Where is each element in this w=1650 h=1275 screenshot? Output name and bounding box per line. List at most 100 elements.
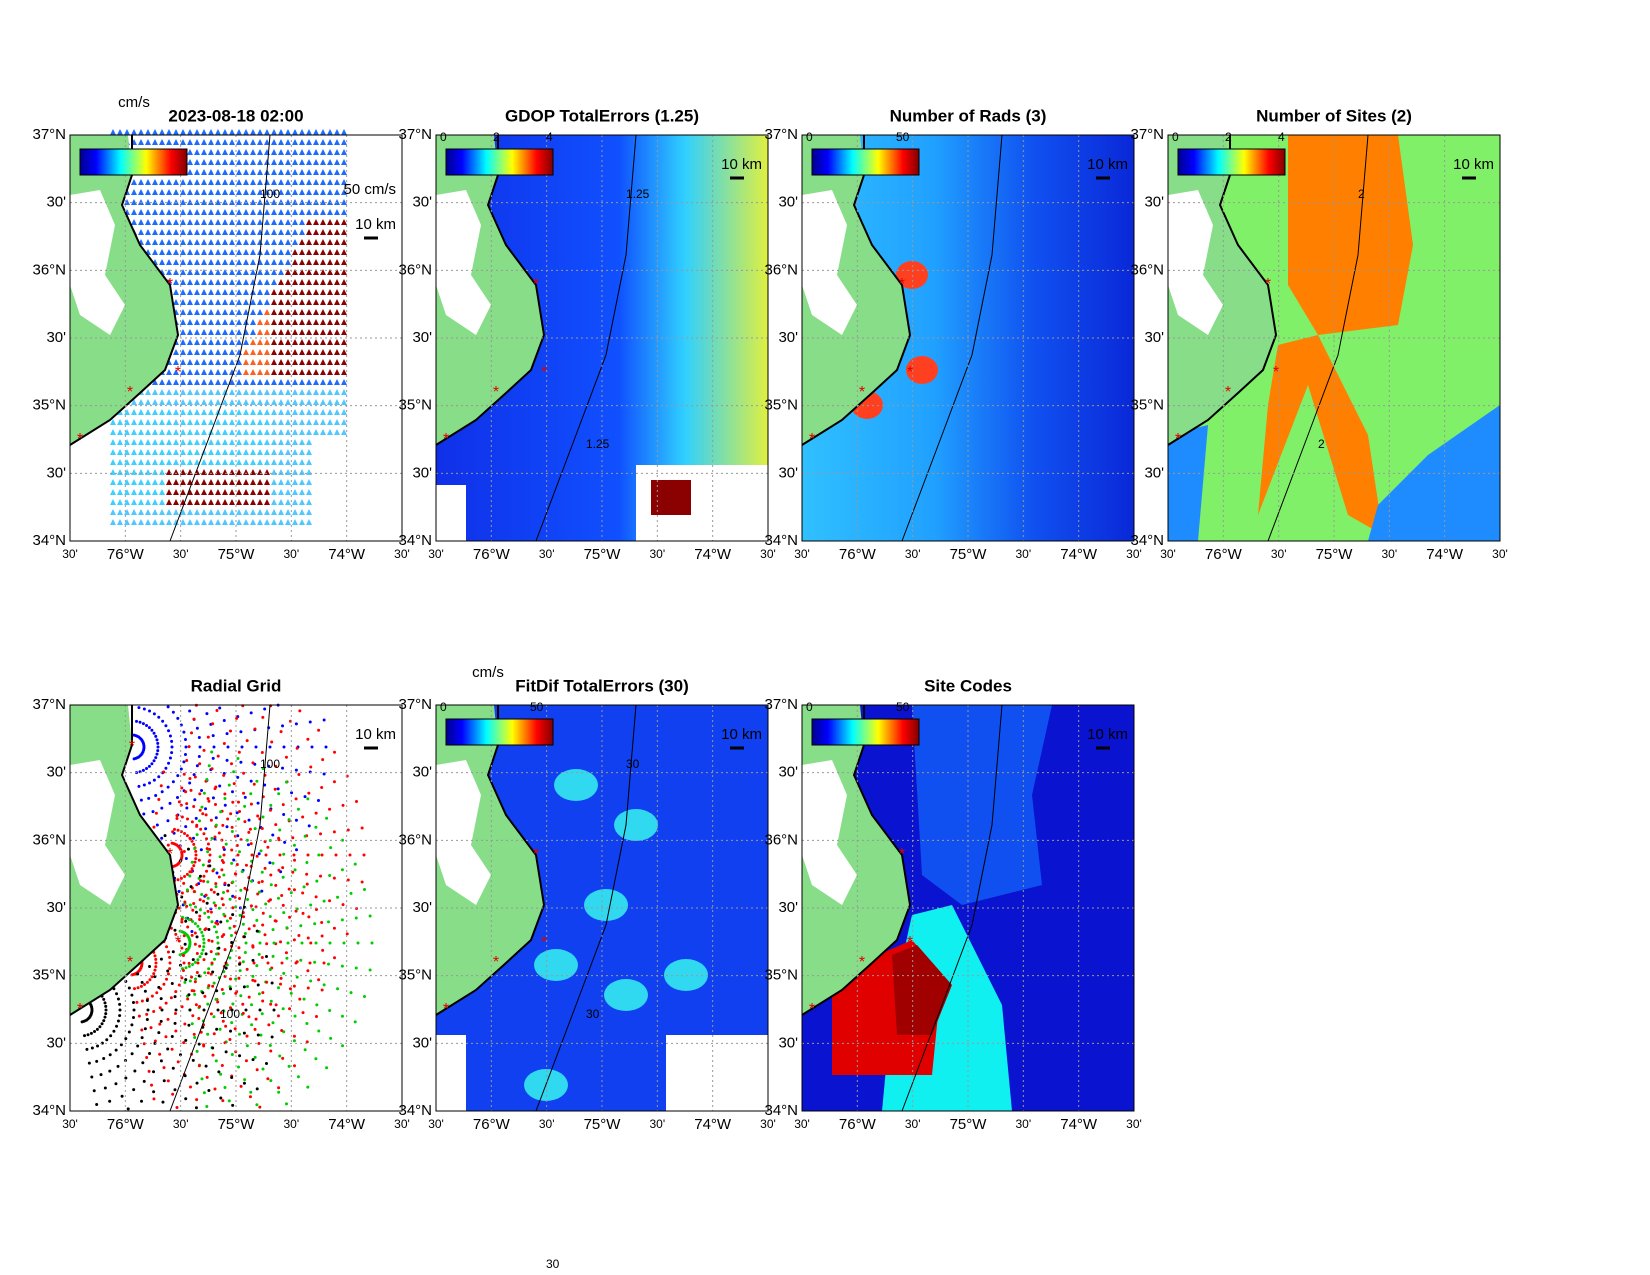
grid-dot — [287, 818, 291, 822]
vector-arrow — [306, 259, 312, 265]
site-marker: * — [1273, 364, 1279, 381]
vector-arrow — [187, 419, 193, 425]
lon-label: 30' — [539, 1117, 555, 1131]
vector-arrow — [264, 209, 270, 215]
grid-dot — [147, 1069, 151, 1073]
vector-arrow — [236, 399, 242, 405]
vector-arrow — [131, 479, 137, 485]
vector-arrow — [341, 329, 347, 335]
grid-dot — [211, 756, 215, 760]
vector-arrow — [278, 449, 284, 455]
grid-dot — [277, 1086, 281, 1090]
grid-dot — [132, 757, 136, 761]
vector-arrow — [250, 219, 256, 225]
vector-arrow — [222, 359, 228, 365]
vector-arrow — [110, 509, 116, 515]
vector-arrow — [229, 479, 235, 485]
grid-dot — [243, 950, 247, 954]
vector-arrow — [138, 209, 144, 215]
vector-arrow — [187, 379, 193, 385]
grid-dot — [183, 980, 187, 984]
vector-arrow — [201, 349, 207, 355]
grid-dot — [313, 960, 317, 964]
vector-arrow — [271, 179, 277, 185]
grid-dot — [360, 880, 364, 884]
vector-arrow — [250, 439, 256, 445]
sound — [436, 190, 491, 335]
grid-dot — [195, 1098, 199, 1102]
vector-arrow — [250, 269, 256, 275]
grid-dot — [148, 709, 152, 713]
vector-arrow — [215, 369, 221, 375]
vector-arrow — [166, 499, 172, 505]
vector-arrow — [215, 429, 221, 435]
grid-dot — [190, 1022, 194, 1026]
vector-arrow — [250, 209, 256, 215]
grid-dot — [177, 939, 181, 943]
grid-dot — [211, 734, 215, 738]
lat-label: 37°N — [32, 696, 66, 713]
vector-arrow — [208, 409, 214, 415]
grid-dot — [325, 816, 329, 820]
vector-arrow — [271, 369, 277, 375]
grid-dot — [244, 863, 248, 867]
grid-dot — [268, 745, 272, 749]
vector-arrow — [278, 229, 284, 235]
vector-arrow — [229, 129, 235, 135]
lat-label: 36°N — [32, 261, 66, 278]
grid-dot — [251, 1058, 255, 1062]
vector-arrow — [320, 159, 326, 165]
grid-dot — [308, 720, 312, 724]
lat-label: 35°N — [764, 397, 798, 414]
vector-arrow — [250, 319, 256, 325]
grid-dot — [173, 827, 177, 831]
vector-arrow — [222, 239, 228, 245]
grid-dot — [265, 942, 269, 946]
vector-arrow — [180, 189, 186, 195]
vector-arrow — [194, 399, 200, 405]
vector-arrow — [145, 519, 151, 525]
vector-arrow — [257, 429, 263, 435]
vector-arrow — [208, 159, 214, 165]
vector-arrow — [257, 309, 263, 315]
lat-label: 30' — [412, 464, 432, 481]
vector-arrow — [313, 269, 319, 275]
vector-arrow — [159, 479, 165, 485]
vector-arrow — [278, 479, 284, 485]
grid-dot — [240, 870, 244, 874]
vector-arrow — [138, 139, 144, 145]
vector-arrow — [271, 319, 277, 325]
grid-dot — [247, 818, 251, 822]
map-panel: *****Number of Sites (2)0 2 410 km2237°N30… — [1130, 106, 1507, 562]
vector-arrow — [320, 209, 326, 215]
grid-dot — [231, 880, 235, 884]
vector-arrow — [222, 499, 228, 505]
site-marker: * — [533, 276, 539, 293]
vector-arrow — [285, 129, 291, 135]
vector-arrow — [145, 239, 151, 245]
lat-label: 34°N — [398, 532, 432, 549]
vector-arrow — [271, 399, 277, 405]
vector-arrow — [264, 399, 270, 405]
vector-arrow — [159, 249, 165, 255]
grid-dot — [192, 864, 196, 868]
grid-dot — [140, 1028, 144, 1032]
site-marker: * — [907, 364, 913, 381]
vector-arrow — [334, 389, 340, 395]
grid-dot — [86, 1033, 90, 1037]
grid-dot — [183, 753, 187, 757]
vector-arrow — [285, 149, 291, 155]
grid-dot — [164, 1035, 168, 1039]
grid-dot — [251, 958, 255, 962]
grid-dot — [333, 956, 337, 960]
vector-arrow — [159, 459, 165, 465]
vector-arrow — [327, 259, 333, 265]
lon-label: 74°W — [328, 546, 366, 563]
grid-dot — [292, 1034, 296, 1038]
grid-dot — [214, 885, 218, 889]
vector-arrow — [306, 309, 312, 315]
lon-label: 76°W — [473, 546, 511, 563]
grid-dot — [336, 987, 340, 991]
vector-arrow — [278, 499, 284, 505]
